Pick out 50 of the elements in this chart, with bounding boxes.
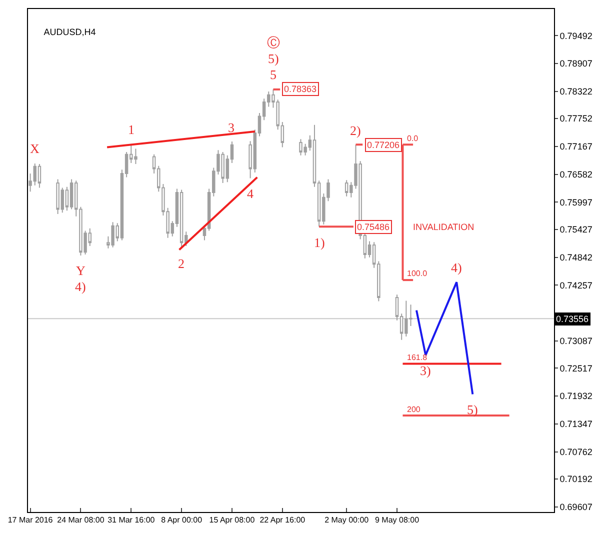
- annotation: 4: [247, 186, 254, 201]
- annotation: 3): [420, 363, 431, 378]
- y-tick-label: 0.73087: [560, 336, 592, 346]
- x-tick-label: 24 Mar 08:00: [57, 516, 105, 525]
- y-tick-label: 0.77167: [560, 142, 592, 152]
- annotation: 5: [270, 67, 276, 82]
- y-tick-label: 0.71932: [560, 391, 592, 402]
- y-tick-label: 0.75427: [560, 224, 592, 235]
- annotation: 4): [451, 260, 462, 275]
- annotation: 2): [350, 123, 361, 138]
- y-tick-label: 0.78907: [560, 58, 592, 69]
- y-tick-label: 0.76582: [560, 170, 592, 180]
- annotation: Ⓒ: [267, 35, 280, 50]
- y-tick-label: 0.72517: [560, 363, 592, 374]
- annotation: 2: [178, 256, 184, 271]
- x-tick-label: 22 Apr 16:00: [260, 516, 306, 525]
- annotation: 100.0: [407, 269, 428, 278]
- y-tick-label: 0.70192: [560, 474, 592, 484]
- y-tick-label: 0.71347: [560, 419, 592, 430]
- annotation: INVALIDATION: [413, 222, 474, 232]
- y-tick-label: 0.74842: [560, 252, 592, 262]
- annotation: 1: [128, 122, 134, 137]
- annotation: 5): [467, 402, 478, 417]
- y-tick-label: 0.79492: [560, 30, 592, 41]
- y-tick-label: 0.69607: [560, 502, 592, 512]
- annotation: X: [30, 141, 40, 156]
- y-tick-label: 0.78322: [560, 86, 592, 97]
- annotation: Y: [76, 263, 86, 278]
- annotation: 200: [407, 405, 421, 414]
- annotation: 0.77206: [367, 140, 400, 150]
- x-tick-label: 15 Apr 08:00: [209, 516, 256, 525]
- y-tick-label: 0.75997: [560, 197, 592, 208]
- y-tick-label: 0.74257: [560, 280, 592, 290]
- ref-line-label: 0.73556: [556, 314, 589, 324]
- y-tick-label: 0.70762: [560, 446, 592, 457]
- x-tick-label: 2 May 00:00: [324, 516, 370, 525]
- annotation: 3: [228, 120, 234, 135]
- annotation: 5): [268, 51, 279, 66]
- x-tick-label: 9 May 08:00: [374, 516, 420, 525]
- x-tick-label: 8 Apr 00:00: [161, 516, 203, 525]
- text: AUDUSD,H4: [44, 27, 96, 38]
- x-tick-label: 17 Mar 2016: [8, 516, 54, 525]
- annotation: 0.75486: [357, 222, 390, 232]
- y-tick-label: 0.77752: [560, 114, 592, 124]
- annotation: 0.78363: [284, 84, 317, 94]
- x-tick-label: 31 Mar 16:00: [108, 516, 156, 525]
- annotation: 4): [75, 279, 86, 294]
- annotation: 0.0: [407, 134, 419, 143]
- annotation: 161.8: [407, 353, 428, 362]
- annotation: 1): [314, 235, 325, 250]
